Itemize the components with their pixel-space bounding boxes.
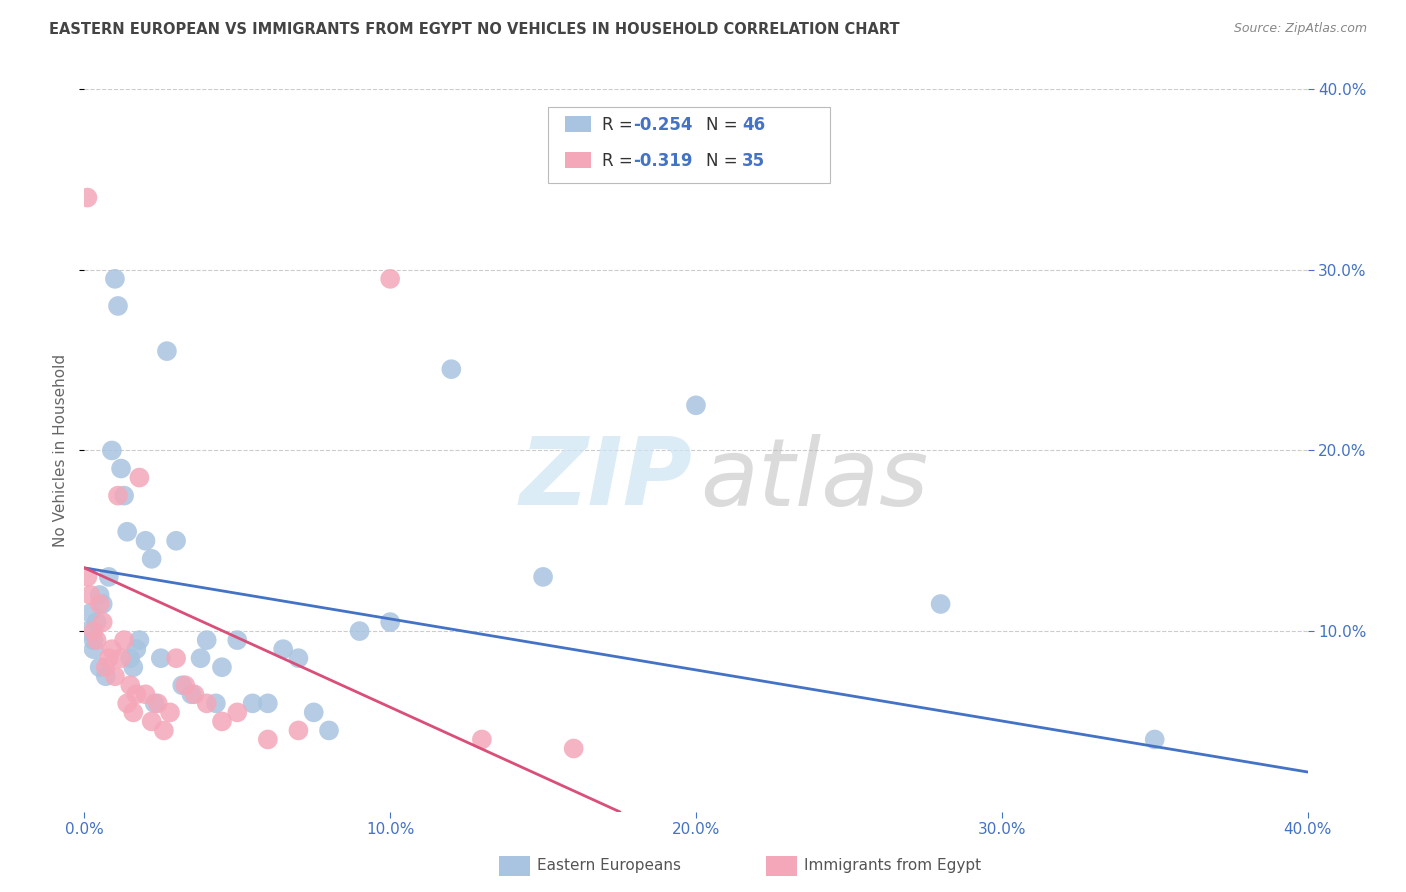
Point	[183, 687, 205, 701]
Point	[172, 678, 194, 692]
Point	[226, 633, 249, 648]
Point	[135, 687, 157, 701]
Text: N =: N =	[706, 152, 742, 169]
Point	[302, 706, 325, 720]
Point	[165, 651, 187, 665]
Point	[101, 642, 124, 657]
Point	[174, 678, 197, 692]
Point	[165, 533, 187, 548]
Point	[190, 651, 212, 665]
Point	[226, 706, 249, 720]
Point	[115, 524, 138, 539]
Text: Source: ZipAtlas.com: Source: ZipAtlas.com	[1233, 22, 1367, 36]
Text: Immigrants from Egypt: Immigrants from Egypt	[804, 858, 981, 872]
Point	[91, 597, 114, 611]
Point	[89, 597, 111, 611]
Text: atlas: atlas	[700, 434, 928, 524]
Point	[122, 660, 145, 674]
Point	[149, 651, 172, 665]
Point	[205, 697, 228, 711]
Point	[76, 191, 98, 205]
Point	[318, 723, 340, 738]
Point	[104, 669, 127, 683]
Text: -0.319: -0.319	[633, 152, 692, 169]
Point	[76, 570, 98, 584]
Point	[1143, 732, 1166, 747]
Point	[76, 624, 98, 639]
Point	[440, 362, 463, 376]
Point	[120, 651, 142, 665]
Text: 35: 35	[742, 152, 765, 169]
Point	[107, 489, 129, 503]
Point	[107, 299, 129, 313]
Point	[257, 697, 280, 711]
Text: EASTERN EUROPEAN VS IMMIGRANTS FROM EGYPT NO VEHICLES IN HOUSEHOLD CORRELATION C: EASTERN EUROPEAN VS IMMIGRANTS FROM EGYP…	[49, 22, 900, 37]
Point	[146, 697, 169, 711]
Point	[110, 461, 132, 475]
Text: -0.254: -0.254	[633, 116, 692, 134]
Point	[159, 706, 181, 720]
Text: 46: 46	[742, 116, 765, 134]
Point	[83, 633, 105, 648]
Point	[101, 443, 124, 458]
Point	[83, 624, 105, 639]
Point	[242, 697, 264, 711]
Text: N =: N =	[706, 116, 742, 134]
Point	[287, 723, 309, 738]
Text: ZIP: ZIP	[519, 434, 692, 525]
Y-axis label: No Vehicles in Household: No Vehicles in Household	[53, 354, 69, 547]
Point	[89, 588, 111, 602]
Point	[143, 697, 166, 711]
Point	[211, 714, 233, 729]
Point	[156, 344, 179, 359]
Point	[115, 697, 138, 711]
Point	[195, 697, 218, 711]
Point	[79, 606, 101, 620]
Point	[86, 615, 108, 629]
Point	[471, 732, 494, 747]
Point	[271, 642, 294, 657]
Text: Eastern Europeans: Eastern Europeans	[537, 858, 681, 872]
Point	[94, 660, 117, 674]
Text: R =: R =	[602, 116, 638, 134]
Point	[110, 651, 132, 665]
Point	[349, 624, 371, 639]
Point	[91, 615, 114, 629]
Point	[141, 551, 163, 566]
Point	[287, 651, 309, 665]
Point	[195, 633, 218, 648]
Point	[380, 615, 402, 629]
Point	[112, 633, 135, 648]
Point	[122, 706, 145, 720]
Point	[120, 678, 142, 692]
Point	[153, 723, 176, 738]
Point	[135, 533, 157, 548]
Point	[86, 633, 108, 648]
Point	[257, 732, 280, 747]
Point	[94, 669, 117, 683]
Point	[89, 660, 111, 674]
Point	[380, 272, 402, 286]
Point	[685, 398, 707, 412]
Point	[128, 633, 150, 648]
Text: R =: R =	[602, 152, 638, 169]
Point	[97, 570, 120, 584]
Point	[104, 272, 127, 286]
Point	[141, 714, 163, 729]
Point	[562, 741, 585, 756]
Point	[211, 660, 233, 674]
Point	[929, 597, 952, 611]
Point	[112, 489, 135, 503]
Point	[531, 570, 554, 584]
Point	[125, 642, 148, 657]
Point	[128, 470, 150, 484]
Point	[97, 651, 120, 665]
Point	[79, 588, 101, 602]
Point	[83, 642, 105, 657]
Point	[180, 687, 202, 701]
Point	[125, 687, 148, 701]
